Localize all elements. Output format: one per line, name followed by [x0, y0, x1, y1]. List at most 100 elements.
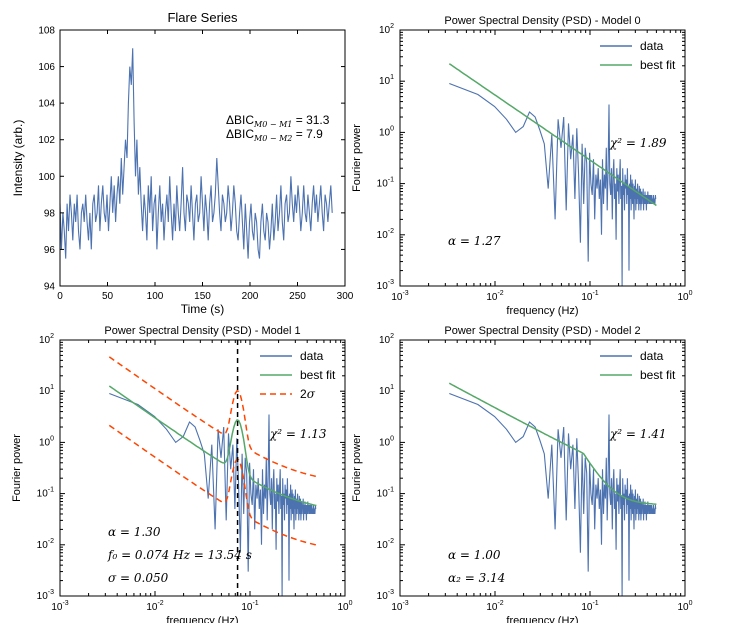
x-tick-label: 100	[677, 600, 692, 613]
sigma-band-line	[108, 424, 317, 546]
y-tick-label: 104	[38, 99, 55, 110]
y-tick-label: 10-2	[37, 538, 54, 551]
param-annotation: f₀ = 0.074 Hz = 13.54 s	[107, 548, 252, 562]
y-tick-label: 10-3	[377, 589, 394, 602]
y-axis-label: Fourier power	[351, 124, 363, 192]
x-tick-label: 10-3	[391, 600, 408, 613]
panel-flare-series: 0 50 100 150 200 250 300 94 96 98 100 102 104 106 108 F…	[11, 10, 354, 316]
plot-area	[448, 382, 657, 596]
annotation-subscript: M0 − M2	[253, 134, 292, 143]
legend-label: data	[640, 39, 664, 53]
y-axis-label: Fourier power	[11, 434, 23, 502]
plot-area	[108, 340, 317, 596]
x-axis-label: Time (s)	[181, 302, 225, 316]
y-tick-label: 10-3	[377, 279, 394, 292]
panel-psd-model-2: 10-3 10-2 10-1 100 10-3 10-2 10-1 100 101 102 Powe…	[351, 325, 693, 623]
delta-bic-annotation: ΔBICM0 − M1 = 31.3	[226, 113, 330, 129]
x-tick-label: 10-1	[581, 600, 598, 613]
y-tick-label: 10-1	[377, 487, 394, 500]
x-tick-label: 250	[289, 291, 306, 302]
y-tick-label: 101	[39, 384, 54, 397]
y-tick-label: 100	[379, 125, 394, 138]
sigma-band-line	[108, 356, 317, 478]
x-tick-label: 10-3	[391, 290, 408, 303]
annotation-name: ΔBIC	[226, 127, 254, 141]
best-fit-line	[448, 63, 657, 207]
psd-data-line	[449, 82, 657, 286]
legend-label: 2σ	[300, 387, 316, 401]
best-fit-line	[108, 385, 317, 507]
delta-bic-annotation: ΔBICM0 − M2 = 7.9	[226, 127, 323, 143]
x-tick-label: 50	[102, 291, 114, 302]
y-axis-label: Fourier power	[351, 434, 363, 502]
y-tick-label: 96	[44, 245, 56, 256]
chart-title: Power Spectral Density (PSD) - Model 0	[444, 15, 640, 27]
legend-label: best fit	[640, 58, 676, 72]
plot-area	[448, 63, 657, 286]
y-tick-label: 10-3	[37, 589, 54, 602]
param-annotation: σ = 0.050	[108, 571, 169, 585]
x-tick-label: 10-2	[146, 600, 163, 613]
y-tick-label: 102	[38, 135, 55, 146]
legend-label: data	[640, 349, 664, 363]
annotation-value: = 7.9	[292, 127, 323, 141]
x-tick-label: 10-3	[51, 600, 68, 613]
legend-label: best fit	[300, 368, 336, 382]
param-annotation: α₂ = 3.14	[448, 571, 505, 585]
chi-squared-annotation: χ² = 1.89	[609, 136, 667, 150]
panel-psd-model-1: 10-3 10-2 10-1 100 10-3 10-2 10-1 100 101 102 Powe…	[11, 325, 353, 623]
y-tick-label: 94	[44, 282, 56, 293]
annotation-subscript: M0 − M1	[253, 120, 292, 129]
x-tick-label: 100	[677, 290, 692, 303]
x-tick-label: 0	[57, 291, 63, 302]
axes-frame	[59, 29, 346, 287]
y-tick-label: 102	[379, 23, 394, 36]
param-annotation: α = 1.30	[108, 525, 161, 539]
chi-squared-annotation: χ² = 1.13	[269, 427, 327, 441]
y-tick-label: 10-1	[37, 487, 54, 500]
x-tick-label: 10-1	[241, 600, 258, 613]
legend-label: best fit	[640, 368, 676, 382]
param-annotation: α = 1.27	[448, 234, 501, 248]
y-axis-label: Intensity (arb.)	[11, 120, 25, 197]
y-tick-label: 10-2	[377, 228, 394, 241]
x-tick-label: 200	[242, 291, 259, 302]
panel-psd-model-0: 10-3 10-2 10-1 100 10-3 10-2 10-1 100 101 102 Powe…	[351, 15, 693, 317]
x-axis-label: frequency (Hz)	[506, 305, 578, 317]
chart-title: Power Spectral Density (PSD) - Model 1	[104, 325, 300, 337]
annotation-name: ΔBIC	[226, 113, 254, 127]
psd-data-line	[109, 392, 317, 596]
param-annotation: α = 1.00	[448, 548, 501, 562]
y-tick-label: 100	[39, 435, 54, 448]
y-tick-label: 101	[379, 384, 394, 397]
legend-label: data	[300, 349, 324, 363]
psd-data-line	[449, 392, 657, 596]
y-tick-label: 101	[379, 74, 394, 87]
x-axis-label: frequency (Hz)	[166, 615, 238, 623]
flare-series-line	[59, 48, 333, 259]
x-tick-label: 100	[147, 291, 164, 302]
y-tick-label: 10-2	[377, 538, 394, 551]
x-tick-label: 10-2	[486, 290, 503, 303]
x-tick-label: 300	[337, 291, 354, 302]
y-tick-label: 108	[38, 26, 55, 37]
axes-frame	[399, 29, 686, 287]
y-tick-label: 98	[44, 208, 56, 219]
best-fit-line	[448, 382, 657, 505]
y-tick-label: 100	[379, 435, 394, 448]
axes-frame	[399, 339, 686, 597]
y-tick-label: 100	[38, 172, 55, 183]
chi-squared-annotation: χ² = 1.41	[609, 427, 666, 441]
x-axis-label: frequency (Hz)	[506, 615, 578, 623]
x-tick-label: 100	[337, 600, 352, 613]
axes-frame	[59, 339, 346, 597]
chart-title: Power Spectral Density (PSD) - Model 2	[444, 325, 640, 337]
x-tick-label: 10-1	[581, 290, 598, 303]
chart-title: Flare Series	[167, 10, 238, 25]
y-tick-label: 106	[38, 62, 55, 73]
y-tick-label: 102	[39, 333, 54, 346]
y-tick-label: 10-1	[377, 177, 394, 190]
x-tick-label: 10-2	[486, 600, 503, 613]
x-tick-label: 150	[194, 291, 211, 302]
